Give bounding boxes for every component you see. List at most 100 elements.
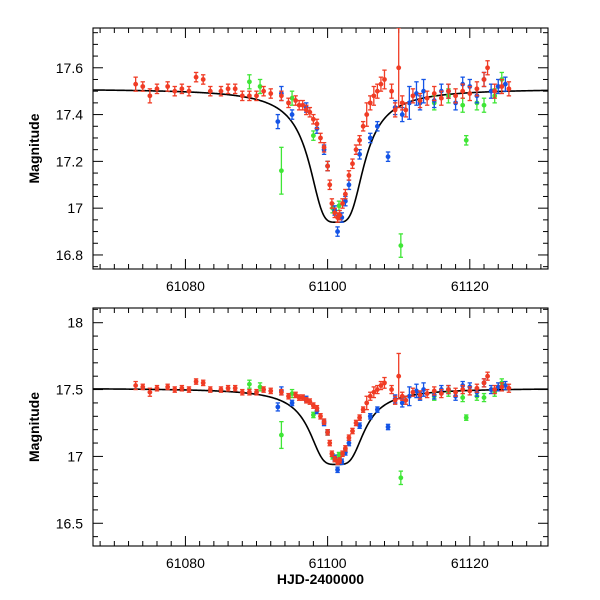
data-point-red [392,395,398,405]
data-point-red [278,388,284,396]
data-point-red [172,85,178,97]
data-point-red [239,90,245,102]
data-marker [207,387,213,392]
data-marker [133,383,139,388]
data-point-red [360,406,366,413]
data-marker [406,393,412,399]
data-marker [318,413,323,419]
data-point-red [378,380,384,391]
data-marker [360,407,366,413]
data-marker [453,389,458,395]
data-point-red [140,383,146,391]
data-marker [247,389,252,395]
data-point-red [261,386,267,393]
data-point-red [392,102,398,118]
data-marker [495,384,501,390]
data-point-blue [367,132,373,144]
data-marker [207,88,213,94]
data-marker [399,400,405,406]
data-marker [357,137,363,143]
data-marker [275,404,281,410]
data-marker [303,107,309,113]
data-marker [300,102,306,108]
data-point-green [463,414,469,421]
data-point-red [357,134,363,146]
data-marker [403,107,409,113]
data-marker [367,100,373,106]
data-marker [438,95,444,101]
data-point-red [346,434,352,442]
data-point-red [321,418,327,425]
data-point-blue [502,76,508,92]
data-point-red [165,81,171,92]
data-point-red [325,160,331,172]
data-point-red [179,83,185,95]
data-marker [353,420,359,426]
data-marker [318,135,323,141]
y-tick-label: 17.6 [56,60,83,76]
data-point-green [398,233,404,258]
data-point-red [218,386,224,393]
data-marker [485,65,490,71]
data-marker [179,86,185,92]
data-point-red [239,388,245,396]
data-marker [364,112,370,117]
data-marker [329,201,335,206]
plot-area [93,28,548,258]
y-tick-label: 17.2 [56,153,83,169]
y-axis-title: Magnitude [26,392,42,462]
data-point-red [438,90,444,106]
data-point-red [485,60,490,76]
data-marker [364,400,370,406]
data-marker [378,81,384,87]
y-tick-label: 18 [67,315,83,331]
data-marker [254,389,259,395]
data-point-red [403,102,409,118]
data-point-red [268,387,274,395]
data-marker [481,102,487,108]
data-marker [492,88,498,94]
data-marker [289,400,295,406]
data-point-blue [275,402,281,412]
data-marker [336,203,342,209]
data-point-blue [385,151,391,163]
data-point-blue [346,179,352,191]
data-marker [200,380,206,386]
x-tick-label: 61080 [166,278,205,294]
data-point-red [207,85,213,97]
data-point-red [403,395,409,405]
data-point-red [261,85,267,97]
data-point-red [200,74,206,85]
data-point-green [481,97,487,113]
data-point-red [346,170,352,181]
data-marker [218,88,224,94]
data-marker [321,419,327,425]
data-point-red [232,83,238,95]
data-point-red [438,388,444,399]
data-point-blue [421,78,426,104]
x-tick-label: 61120 [451,278,489,294]
data-marker [200,77,206,82]
data-point-red [329,198,335,209]
data-marker [353,147,359,153]
data-point-red [371,386,377,399]
data-marker [367,393,373,399]
data-point-red [446,83,451,99]
data-marker [460,102,466,108]
data-point-red [353,419,359,427]
data-point-red [342,445,348,452]
data-marker [140,384,146,390]
data-point-green [247,379,252,389]
data-marker [257,384,263,390]
data-point-red [481,378,487,388]
data-marker [268,388,274,394]
data-marker [481,380,487,386]
y-tick-label: 16.8 [56,247,83,263]
data-marker [492,387,498,392]
data-point-blue [406,386,412,407]
data-point-blue [414,383,419,399]
data-point-red [382,69,387,90]
data-point-red [499,78,505,95]
data-marker [239,93,245,99]
